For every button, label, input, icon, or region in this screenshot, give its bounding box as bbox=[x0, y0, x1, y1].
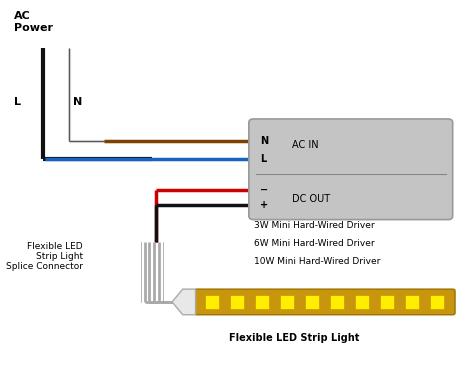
Bar bbox=[255, 295, 269, 309]
Text: N: N bbox=[73, 97, 83, 108]
Bar bbox=[380, 295, 394, 309]
Bar bbox=[305, 295, 319, 309]
Text: 6W Mini Hard-Wired Driver: 6W Mini Hard-Wired Driver bbox=[254, 239, 374, 248]
Bar bbox=[405, 295, 419, 309]
Text: Flexible LED
Strip Light
Splice Connector: Flexible LED Strip Light Splice Connecto… bbox=[6, 242, 83, 271]
Text: +: + bbox=[260, 200, 268, 210]
FancyBboxPatch shape bbox=[249, 119, 453, 220]
Text: 10W Mini Hard-Wired Driver: 10W Mini Hard-Wired Driver bbox=[254, 257, 380, 266]
Text: −: − bbox=[260, 185, 268, 195]
Polygon shape bbox=[172, 289, 195, 315]
Text: 3W Mini Hard-Wired Driver: 3W Mini Hard-Wired Driver bbox=[254, 221, 374, 231]
Bar bbox=[230, 295, 244, 309]
Bar bbox=[330, 295, 344, 309]
Bar bbox=[280, 295, 294, 309]
Text: DC OUT: DC OUT bbox=[292, 194, 329, 205]
Text: L: L bbox=[14, 97, 21, 108]
Bar bbox=[356, 295, 369, 309]
Bar bbox=[430, 295, 444, 309]
Bar bbox=[205, 295, 219, 309]
Text: AC
Power: AC Power bbox=[14, 11, 53, 33]
Text: L: L bbox=[260, 154, 266, 164]
Text: N: N bbox=[260, 136, 268, 146]
FancyBboxPatch shape bbox=[194, 289, 455, 315]
Text: Flexible LED Strip Light: Flexible LED Strip Light bbox=[228, 333, 359, 343]
Text: AC IN: AC IN bbox=[292, 139, 318, 150]
